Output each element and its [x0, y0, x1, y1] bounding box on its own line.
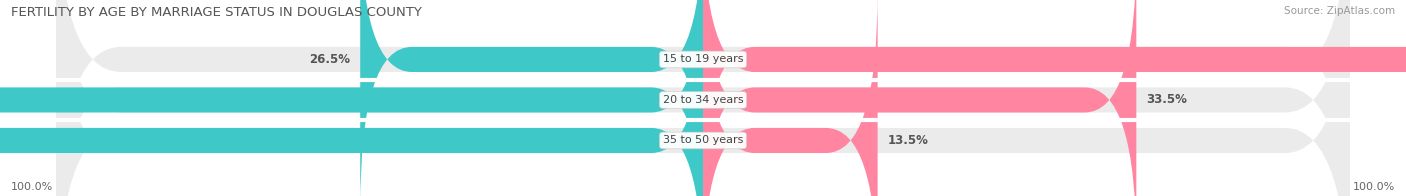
FancyBboxPatch shape [703, 0, 1136, 196]
Text: Source: ZipAtlas.com: Source: ZipAtlas.com [1284, 6, 1395, 16]
FancyBboxPatch shape [703, 0, 877, 196]
FancyBboxPatch shape [360, 0, 703, 196]
FancyBboxPatch shape [56, 0, 1350, 196]
Text: 33.5%: 33.5% [1147, 93, 1188, 106]
Text: FERTILITY BY AGE BY MARRIAGE STATUS IN DOUGLAS COUNTY: FERTILITY BY AGE BY MARRIAGE STATUS IN D… [11, 6, 422, 19]
Text: 20 to 34 years: 20 to 34 years [662, 95, 744, 105]
Text: 13.5%: 13.5% [889, 134, 929, 147]
FancyBboxPatch shape [703, 0, 1406, 196]
Text: 15 to 19 years: 15 to 19 years [662, 54, 744, 64]
Text: 26.5%: 26.5% [309, 53, 350, 66]
FancyBboxPatch shape [56, 0, 1350, 196]
Text: 100.0%: 100.0% [11, 182, 53, 192]
FancyBboxPatch shape [56, 0, 1350, 196]
Text: 100.0%: 100.0% [1353, 182, 1395, 192]
FancyBboxPatch shape [0, 0, 703, 196]
Text: 35 to 50 years: 35 to 50 years [662, 135, 744, 145]
FancyBboxPatch shape [0, 0, 703, 196]
